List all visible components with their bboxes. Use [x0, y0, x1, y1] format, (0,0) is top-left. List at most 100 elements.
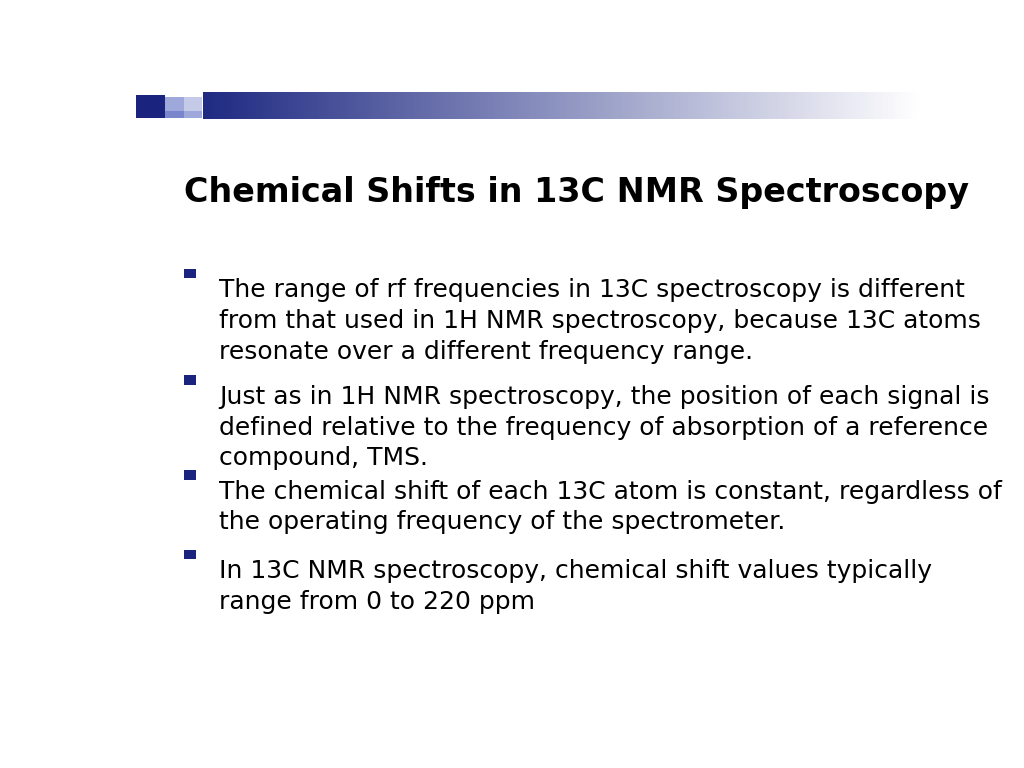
Bar — [914, 92, 918, 119]
Bar — [682, 92, 685, 119]
Bar — [183, 550, 197, 559]
Bar — [689, 92, 692, 119]
Bar — [591, 92, 594, 119]
Bar — [773, 92, 776, 119]
Bar — [584, 92, 587, 119]
Bar — [685, 92, 688, 119]
Bar — [258, 92, 262, 119]
Bar — [275, 92, 279, 119]
Bar — [395, 92, 398, 119]
Bar — [768, 92, 771, 119]
Bar — [841, 92, 844, 119]
Bar — [501, 92, 504, 119]
Bar — [572, 92, 575, 119]
Bar — [739, 92, 742, 119]
Bar — [412, 92, 415, 119]
Bar — [658, 92, 662, 119]
Bar — [517, 92, 520, 119]
Bar — [524, 92, 527, 119]
Bar — [390, 92, 393, 119]
Bar — [265, 92, 269, 119]
Bar — [220, 92, 223, 119]
Bar — [721, 92, 724, 119]
Bar — [431, 92, 434, 119]
Bar — [782, 92, 786, 119]
Bar — [404, 92, 408, 119]
Bar — [641, 92, 645, 119]
Bar — [916, 92, 920, 119]
Bar — [562, 92, 565, 119]
Bar — [488, 92, 492, 119]
Bar — [272, 92, 276, 119]
Bar — [218, 92, 221, 119]
Bar — [864, 92, 867, 119]
Bar — [464, 92, 468, 119]
Bar — [392, 92, 395, 119]
Bar — [206, 92, 209, 119]
Bar — [857, 92, 860, 119]
Bar — [297, 92, 300, 119]
Text: Chemical Shifts in 13C NMR Spectroscopy: Chemical Shifts in 13C NMR Spectroscopy — [183, 176, 969, 209]
Bar — [308, 92, 312, 119]
Bar — [746, 92, 750, 119]
Bar — [544, 92, 547, 119]
Bar — [651, 92, 654, 119]
Bar — [526, 92, 529, 119]
Bar — [886, 92, 889, 119]
Bar — [737, 92, 740, 119]
Bar — [438, 92, 441, 119]
Bar — [294, 92, 298, 119]
Bar — [347, 92, 350, 119]
Bar — [711, 92, 714, 119]
Bar — [617, 92, 621, 119]
Bar — [879, 92, 882, 119]
Bar — [476, 92, 479, 119]
Bar — [183, 98, 202, 111]
Bar — [807, 92, 810, 119]
Bar — [546, 92, 549, 119]
Bar — [558, 92, 561, 119]
Bar — [342, 92, 345, 119]
Bar — [388, 92, 391, 119]
Bar — [496, 92, 499, 119]
Bar — [757, 92, 760, 119]
Bar — [328, 92, 331, 119]
Bar — [838, 92, 841, 119]
Bar — [852, 92, 855, 119]
Bar — [326, 92, 329, 119]
Bar — [866, 92, 869, 119]
Bar — [766, 92, 769, 119]
Bar — [460, 92, 463, 119]
Bar — [211, 92, 214, 119]
Bar — [227, 92, 230, 119]
Bar — [183, 269, 197, 279]
Bar — [891, 92, 894, 119]
Bar — [483, 92, 486, 119]
Bar — [912, 92, 915, 119]
Bar — [816, 92, 819, 119]
Bar — [316, 92, 319, 119]
Bar — [646, 92, 649, 119]
Bar — [744, 92, 748, 119]
Bar — [830, 92, 834, 119]
Bar — [435, 92, 439, 119]
Bar — [843, 92, 846, 119]
Bar — [553, 92, 556, 119]
Bar — [249, 92, 252, 119]
Bar — [716, 92, 719, 119]
Bar — [615, 92, 618, 119]
Bar — [445, 92, 449, 119]
Bar — [675, 92, 678, 119]
Bar — [283, 92, 286, 119]
Bar — [519, 92, 522, 119]
Bar — [537, 92, 540, 119]
Bar — [165, 111, 183, 118]
Bar — [541, 92, 544, 119]
Bar — [902, 92, 905, 119]
Bar — [580, 92, 583, 119]
Bar — [313, 92, 316, 119]
Bar — [424, 92, 427, 119]
Bar — [608, 92, 611, 119]
Bar — [442, 92, 446, 119]
Bar — [555, 92, 558, 119]
